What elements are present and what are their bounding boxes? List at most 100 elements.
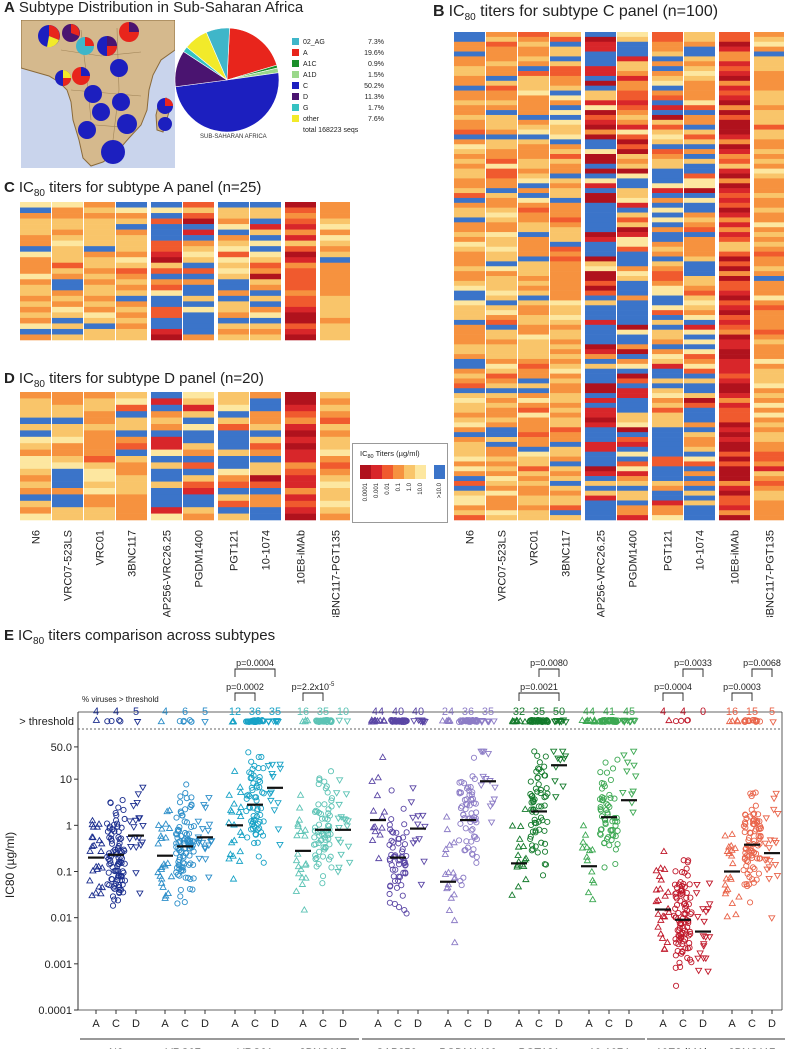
legend-scale-label: 0.0001	[363, 482, 369, 501]
heatmap-cell	[250, 398, 281, 406]
data-point	[387, 882, 394, 889]
heatmap-cell	[585, 466, 616, 472]
heatmap-cell	[454, 202, 485, 208]
data-point	[442, 845, 450, 852]
legend-swatch	[292, 60, 299, 67]
heatmap-cell	[719, 32, 750, 38]
data-point	[612, 718, 619, 725]
data-point	[343, 823, 352, 830]
heatmap-cell	[754, 276, 784, 282]
data-point	[727, 841, 735, 849]
data-point	[393, 884, 401, 891]
heatmap-cell	[486, 75, 517, 82]
data-point	[195, 855, 204, 863]
data-point	[254, 820, 262, 828]
heatmap-cell	[719, 344, 750, 350]
data-point	[721, 831, 729, 839]
heatmap-cell	[754, 32, 784, 38]
heatmap-cell	[116, 251, 147, 258]
heatmap-cell	[617, 168, 648, 174]
pct-value: 35	[269, 706, 281, 718]
heatmap-cell	[719, 319, 750, 326]
heatmap-cell	[754, 412, 784, 418]
heatmap-cell	[684, 139, 715, 145]
pvalue-bracket	[302, 692, 324, 701]
data-point	[256, 784, 263, 791]
heatmap-cell	[684, 510, 715, 516]
heatmap-cell	[617, 324, 648, 330]
heatmap-cell	[454, 232, 485, 238]
heatmap-cell	[454, 349, 485, 355]
legend-label: other	[303, 116, 320, 123]
heatmap-cell	[652, 300, 683, 306]
heatmap-cell	[486, 41, 517, 47]
data-point	[180, 718, 187, 725]
heatmap-cell	[84, 257, 115, 264]
heatmap-cell	[550, 217, 581, 223]
data-point	[335, 801, 343, 809]
data-point	[400, 805, 407, 812]
heatmap-cell	[719, 427, 750, 433]
heatmap-cell	[684, 354, 715, 360]
data-point	[461, 796, 468, 804]
subtype-label: D	[132, 1018, 140, 1030]
heatmap-cell	[652, 490, 683, 496]
heatmap-cell	[518, 363, 549, 370]
heatmap-xlabel: CAP256-VRC26.25	[596, 530, 608, 617]
heatmap-cell	[20, 436, 51, 444]
heatmap-cell	[754, 197, 784, 204]
legend-color-swatch	[360, 465, 371, 479]
data-point	[749, 864, 757, 871]
data-point	[487, 819, 496, 827]
heatmap-cell	[518, 119, 549, 126]
data-point	[187, 860, 194, 867]
heatmap-cell	[84, 436, 115, 444]
heatmap-column-n6	[20, 202, 51, 341]
heatmap-cell	[754, 441, 784, 448]
data-point	[660, 945, 669, 952]
data-point	[540, 718, 547, 725]
heatmap-cell	[320, 488, 350, 495]
heatmap-cell	[684, 261, 715, 267]
heatmap-cell	[652, 466, 683, 472]
heatmap-cell	[518, 412, 549, 418]
heatmap-cell	[684, 505, 715, 511]
data-point	[533, 820, 540, 827]
heatmap-cell	[454, 393, 485, 399]
pvalue-label: p=0.0068	[743, 658, 781, 668]
heatmap-cell	[617, 227, 648, 233]
heatmap-cell	[617, 373, 648, 379]
heatmap-cell	[684, 461, 715, 467]
data-point	[259, 717, 266, 724]
heatmap-cell	[754, 300, 784, 306]
data-point	[229, 717, 238, 724]
heatmap-cell	[684, 407, 715, 413]
data-point	[120, 806, 127, 814]
data-point	[477, 782, 485, 790]
heatmap-cell	[454, 227, 485, 233]
data-point	[597, 806, 604, 813]
heatmap-cell	[486, 139, 517, 145]
data-point	[395, 861, 403, 868]
heatmap-cell	[250, 443, 281, 450]
heatmap-cell	[617, 144, 648, 150]
heatmap-cell	[754, 510, 784, 516]
heatmap-cell	[719, 85, 750, 91]
heatmap-column-vrc07-523ls	[486, 32, 517, 521]
data-point	[201, 719, 209, 726]
heatmap-cell	[754, 202, 784, 208]
heatmap-cell	[550, 280, 581, 287]
heatmap-cell	[84, 317, 115, 324]
data-point	[657, 929, 665, 937]
data-point	[532, 843, 539, 850]
heatmap-cell	[218, 301, 249, 308]
heatmap-cell	[20, 500, 51, 508]
heatmap-xlabel: 10-1074	[695, 530, 707, 570]
heatmap-cell	[320, 279, 350, 286]
data-point	[93, 823, 102, 830]
heatmap-cell	[116, 306, 147, 313]
data-point	[205, 821, 214, 829]
data-point	[180, 837, 187, 844]
data-point	[629, 717, 638, 725]
